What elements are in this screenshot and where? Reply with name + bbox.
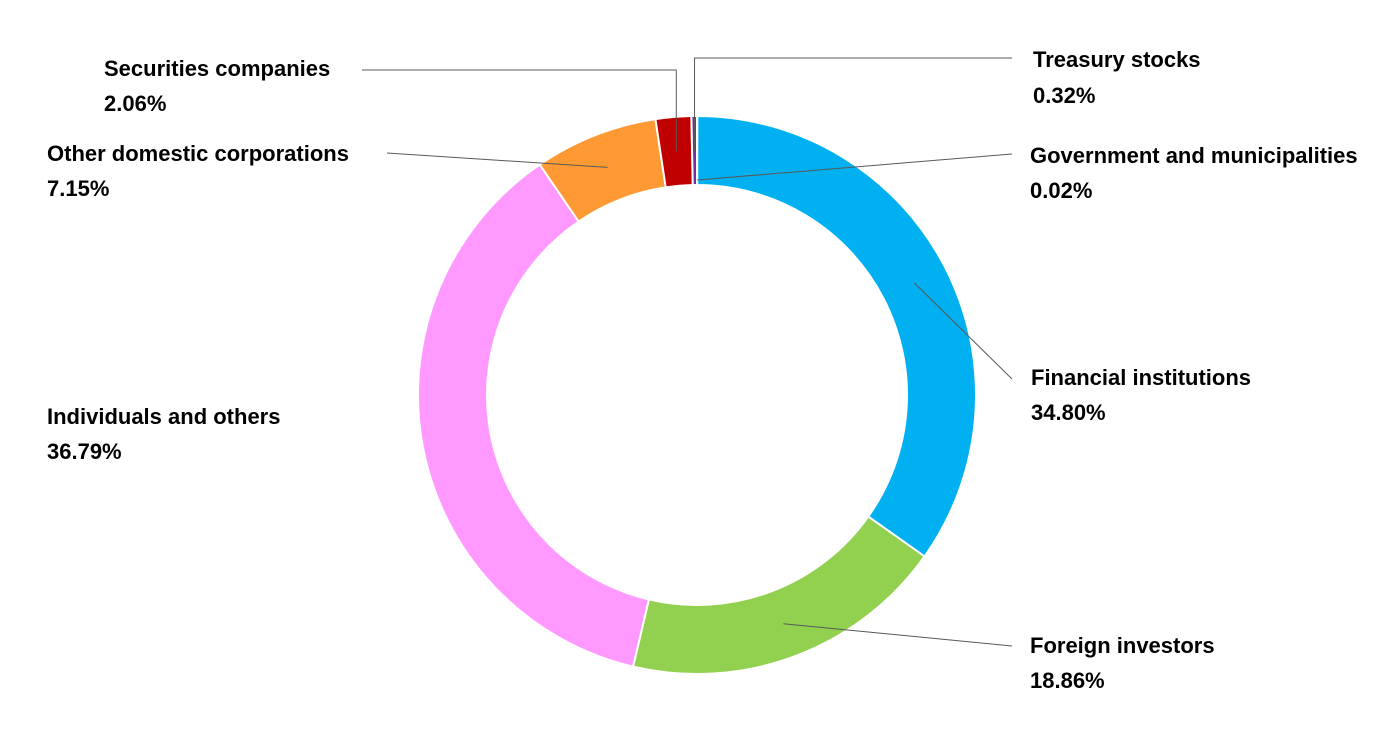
- leader-financial-institutions: [913, 282, 1013, 380]
- leader-securities-companies: [362, 69, 677, 152]
- label-value-individuals: 36.79%: [47, 439, 122, 464]
- label-name-individuals: Individuals and others: [47, 404, 280, 429]
- label-name-treasury-stocks: Treasury stocks: [1033, 47, 1201, 72]
- label-value-treasury-stocks: 0.32%: [1033, 83, 1095, 108]
- label-name-government: Government and municipalities: [1030, 143, 1358, 168]
- label-value-government: 0.02%: [1030, 178, 1092, 203]
- label-value-securities: 2.06%: [104, 91, 166, 116]
- label-value-financial: 34.80%: [1031, 400, 1106, 425]
- label-name-other-domestic: Other domestic corporations: [47, 141, 349, 166]
- leader-treasury-stocks: [694, 57, 1012, 151]
- leader-other-domestic-corporations: [386, 152, 608, 168]
- label-value-other-domestic: 7.15%: [47, 176, 109, 201]
- label-name-foreign: Foreign investors: [1030, 633, 1215, 658]
- slice-foreign-investors: [631, 515, 926, 675]
- leader-lines: [362, 57, 1013, 647]
- slice-financial-institutions: [696, 114, 977, 558]
- label-value-foreign: 18.86%: [1030, 668, 1105, 693]
- label-name-securities: Securities companies: [104, 56, 330, 81]
- slice-treasury-stocks: [690, 114, 698, 187]
- leader-government-and-municipalities: [697, 153, 1013, 181]
- leader-foreign-investors: [783, 623, 1013, 647]
- label-name-financial: Financial institutions: [1031, 365, 1251, 390]
- donut-slices: [417, 114, 977, 675]
- slice-individuals-and-others: [417, 163, 651, 668]
